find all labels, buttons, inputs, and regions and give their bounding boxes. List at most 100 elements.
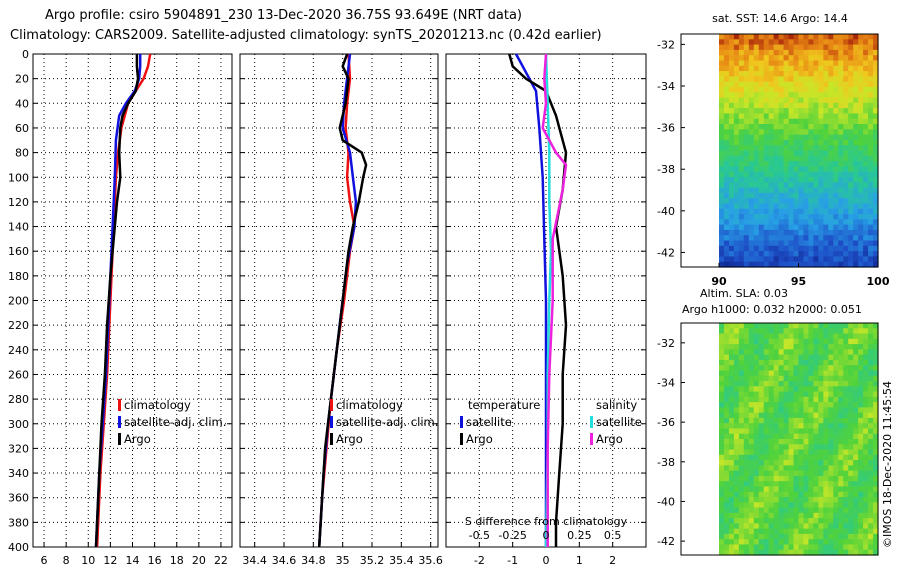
map-cell bbox=[758, 203, 765, 210]
map-cell bbox=[763, 49, 770, 56]
map-cell bbox=[728, 214, 735, 220]
map-cell bbox=[738, 150, 745, 157]
map-cell bbox=[858, 381, 864, 387]
map-cell bbox=[823, 523, 829, 530]
map-cell bbox=[719, 155, 725, 162]
map-cell bbox=[813, 391, 819, 398]
map-cell bbox=[863, 359, 869, 366]
map-cell bbox=[738, 81, 745, 88]
map-cell bbox=[768, 261, 775, 268]
map-cell bbox=[723, 182, 730, 189]
map-cell bbox=[763, 76, 770, 83]
map-cell bbox=[783, 439, 790, 445]
map-cell bbox=[863, 261, 869, 268]
map-cell bbox=[768, 81, 775, 88]
map-cell bbox=[773, 375, 780, 382]
map-cell bbox=[738, 108, 745, 115]
map-cell bbox=[793, 166, 800, 173]
map-cell bbox=[753, 251, 760, 258]
map-cell bbox=[738, 192, 745, 199]
map-cell bbox=[813, 203, 819, 210]
map-cell bbox=[743, 491, 750, 498]
map-cell bbox=[843, 108, 849, 115]
legend-swatch-s-satellite bbox=[590, 416, 593, 428]
map-cell bbox=[763, 145, 770, 152]
map-cell bbox=[768, 113, 775, 120]
map-cell bbox=[848, 166, 854, 173]
map-cell bbox=[868, 39, 874, 46]
map-cell bbox=[733, 92, 740, 99]
map-cell bbox=[723, 465, 730, 472]
map-cell bbox=[753, 161, 760, 167]
map-cell bbox=[818, 92, 824, 99]
map-cell bbox=[848, 124, 854, 130]
map-cell bbox=[743, 129, 750, 136]
map-cell bbox=[733, 391, 740, 398]
map-cell bbox=[738, 518, 745, 524]
map-cell bbox=[798, 502, 805, 509]
map-y-tick-label: -38 bbox=[657, 163, 675, 176]
map-cell bbox=[768, 428, 775, 435]
map-cell bbox=[788, 198, 795, 205]
map-cell bbox=[803, 161, 810, 167]
x-tick-label: 6 bbox=[41, 554, 48, 567]
map-cell bbox=[868, 344, 874, 350]
map-cell bbox=[719, 161, 725, 167]
map-cell bbox=[753, 235, 760, 242]
map-cell bbox=[793, 507, 800, 514]
map-cell bbox=[843, 214, 849, 220]
map-cell bbox=[733, 139, 740, 146]
map-cell bbox=[748, 187, 755, 194]
map-cell bbox=[858, 203, 864, 210]
map-cell bbox=[843, 92, 849, 99]
map-cell bbox=[843, 507, 849, 514]
map-cell bbox=[743, 49, 750, 56]
map-cell bbox=[733, 507, 740, 514]
map-cell bbox=[833, 381, 839, 387]
map-cell bbox=[728, 139, 735, 146]
map-cell bbox=[763, 359, 770, 366]
map-cell bbox=[758, 365, 765, 372]
map-cell bbox=[778, 449, 785, 456]
map-cell bbox=[748, 176, 755, 183]
map-cell bbox=[843, 229, 849, 236]
map-cell bbox=[758, 155, 765, 162]
y-tick-label: 380 bbox=[8, 516, 29, 529]
map-cell bbox=[863, 428, 869, 435]
map-cell bbox=[773, 460, 780, 466]
map-cell bbox=[783, 523, 790, 530]
y-tick-label: 140 bbox=[8, 221, 29, 234]
map-cell bbox=[858, 486, 864, 493]
map-cell bbox=[763, 533, 770, 540]
map-cell bbox=[788, 475, 795, 482]
map-cell bbox=[828, 449, 834, 456]
map-cell bbox=[808, 235, 815, 242]
map-cell bbox=[748, 349, 755, 356]
map-cell bbox=[813, 229, 819, 236]
map-cell bbox=[738, 240, 745, 247]
map-cell bbox=[783, 171, 790, 178]
map-cell bbox=[833, 486, 839, 493]
map-cell bbox=[763, 187, 770, 194]
map-cell bbox=[728, 497, 735, 503]
map-cell bbox=[733, 475, 740, 482]
map-cell bbox=[808, 44, 815, 51]
map-cell bbox=[813, 544, 819, 551]
map-cell bbox=[753, 507, 760, 514]
map-cell bbox=[778, 76, 785, 83]
map-cell bbox=[763, 214, 770, 220]
map-cell bbox=[783, 92, 790, 99]
map-cell bbox=[743, 439, 750, 445]
map-cell bbox=[853, 219, 859, 226]
map-cell bbox=[743, 187, 750, 194]
map-cell bbox=[798, 381, 805, 387]
map-cell bbox=[738, 44, 745, 51]
map-cell bbox=[868, 423, 874, 430]
map-cell bbox=[838, 365, 844, 372]
map-cell bbox=[793, 155, 800, 162]
map-cell bbox=[783, 71, 790, 77]
map-cell bbox=[748, 86, 755, 93]
map-cell bbox=[768, 539, 775, 546]
map-cell bbox=[828, 44, 834, 51]
map-cell bbox=[728, 328, 735, 335]
